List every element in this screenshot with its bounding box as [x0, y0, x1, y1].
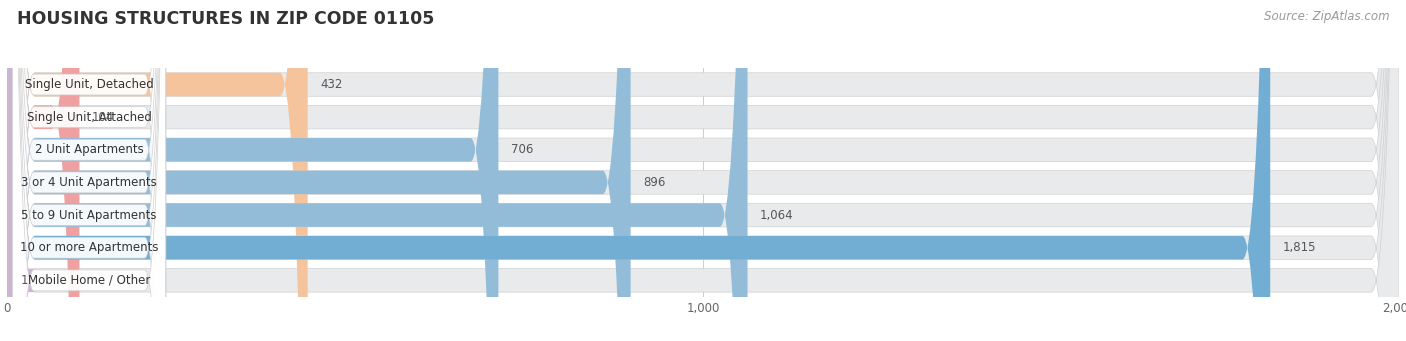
Text: 104: 104	[91, 111, 114, 124]
FancyBboxPatch shape	[7, 0, 631, 341]
FancyBboxPatch shape	[7, 0, 1399, 341]
FancyBboxPatch shape	[13, 0, 166, 341]
FancyBboxPatch shape	[7, 0, 1270, 341]
FancyBboxPatch shape	[7, 0, 748, 341]
Text: Source: ZipAtlas.com: Source: ZipAtlas.com	[1264, 10, 1389, 23]
FancyBboxPatch shape	[13, 0, 166, 341]
FancyBboxPatch shape	[13, 0, 166, 341]
Text: 10 or more Apartments: 10 or more Apartments	[20, 241, 159, 254]
FancyBboxPatch shape	[13, 0, 166, 341]
Text: HOUSING STRUCTURES IN ZIP CODE 01105: HOUSING STRUCTURES IN ZIP CODE 01105	[17, 10, 434, 28]
FancyBboxPatch shape	[7, 0, 79, 341]
Text: Single Unit, Attached: Single Unit, Attached	[27, 111, 152, 124]
Text: 2 Unit Apartments: 2 Unit Apartments	[35, 143, 143, 156]
FancyBboxPatch shape	[7, 0, 1399, 341]
Text: 1: 1	[20, 274, 28, 287]
FancyBboxPatch shape	[7, 0, 498, 341]
Text: 432: 432	[321, 78, 343, 91]
Text: Single Unit, Detached: Single Unit, Detached	[25, 78, 153, 91]
FancyBboxPatch shape	[7, 0, 1399, 341]
Text: Mobile Home / Other: Mobile Home / Other	[28, 274, 150, 287]
FancyBboxPatch shape	[13, 0, 166, 341]
Text: 706: 706	[510, 143, 533, 156]
FancyBboxPatch shape	[7, 0, 1399, 341]
Text: 896: 896	[643, 176, 665, 189]
FancyBboxPatch shape	[13, 0, 166, 341]
Text: 1,064: 1,064	[761, 209, 794, 222]
Text: 1,815: 1,815	[1282, 241, 1316, 254]
Text: 3 or 4 Unit Apartments: 3 or 4 Unit Apartments	[21, 176, 157, 189]
FancyBboxPatch shape	[7, 0, 1399, 341]
Text: 5 to 9 Unit Apartments: 5 to 9 Unit Apartments	[21, 209, 157, 222]
FancyBboxPatch shape	[7, 0, 1399, 341]
FancyBboxPatch shape	[7, 0, 1399, 341]
FancyBboxPatch shape	[13, 0, 166, 341]
FancyBboxPatch shape	[7, 0, 308, 341]
FancyBboxPatch shape	[0, 0, 35, 341]
